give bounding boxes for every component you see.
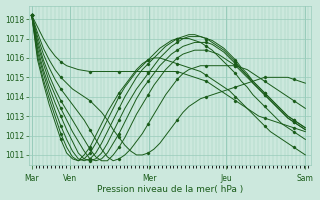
X-axis label: Pression niveau de la mer( hPa ): Pression niveau de la mer( hPa ) xyxy=(97,185,243,194)
